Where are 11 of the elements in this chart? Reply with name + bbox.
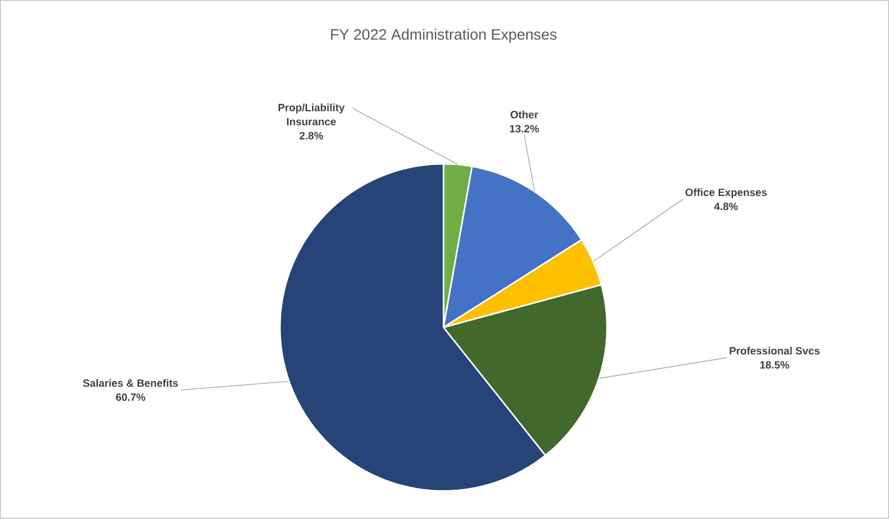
slice-label: Other	[510, 110, 538, 119]
data-label: 18.5%	[760, 361, 790, 369]
data-label: 60.7%	[116, 394, 146, 402]
data-label: 13.2%	[510, 125, 539, 133]
slice-label: Office Expenses	[685, 188, 767, 198]
chart-title: FY 2022 Administration Expenses	[331, 28, 557, 43]
data-label: 4.8%	[714, 202, 738, 210]
slice-label: Salaries & Benefits	[83, 379, 178, 388]
slice-label: Professional Svcs	[730, 346, 820, 355]
slice-label: Prop/Liability Insurance	[278, 104, 345, 126]
data-label: 2.8%	[300, 132, 324, 140]
